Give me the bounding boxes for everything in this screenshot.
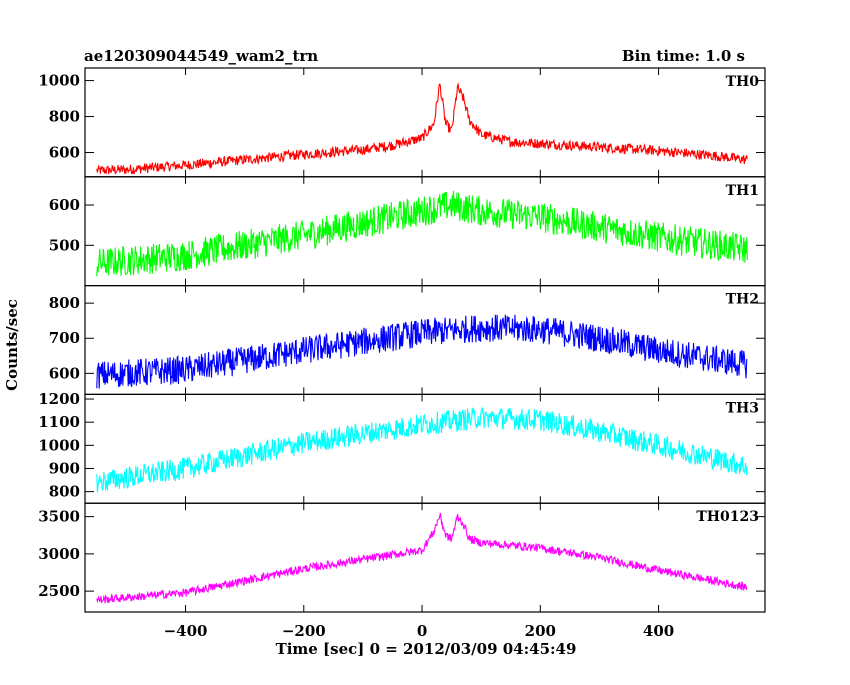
y-tick-label: 3000	[38, 545, 80, 563]
y-tick-label: 500	[49, 236, 80, 254]
y-tick-label: 3500	[38, 508, 80, 526]
y-tick-label: 1200	[38, 390, 80, 408]
y-tick-label: 1000	[38, 436, 80, 454]
panel-label-th2: TH2	[726, 292, 759, 308]
y-tick-label: 800	[49, 483, 80, 501]
x-tick-label: 200	[525, 622, 556, 640]
y-tick-label: 600	[49, 144, 80, 162]
panel-frame-th0	[84, 67, 766, 178]
y-tick-label: 1100	[38, 413, 80, 431]
y-tick-label: 600	[49, 196, 80, 214]
panel-frame-th0123	[84, 502, 766, 613]
panel-frame-th2	[84, 285, 766, 396]
y-tick-label: 800	[49, 294, 80, 312]
series-th0123-line	[96, 512, 748, 604]
series-th2-line	[96, 314, 748, 389]
x-tick-label: −400	[164, 622, 208, 640]
panels-group: TH0 600 800 1000 TH1 500 600 TH2 600 700 800 TH3 800…	[38, 67, 766, 640]
y-tick-label: 2500	[38, 582, 80, 600]
series-th3-line	[96, 407, 748, 493]
panel-label-th1: TH1	[726, 183, 759, 199]
x-axis-label: Time [sec] 0 = 2012/03/09 04:45:49	[276, 640, 577, 658]
y-axis-label: Counts/sec	[3, 299, 21, 391]
y-tick-label: 700	[49, 329, 80, 347]
x-tick-label: 400	[643, 622, 674, 640]
x-tick-label: 0	[417, 622, 427, 640]
x-tick-label: −200	[282, 622, 326, 640]
series-th1-line	[96, 190, 748, 277]
series-th0-line	[96, 82, 748, 175]
bin-time-label: Bin time: 1.0 s	[622, 47, 745, 65]
panel-label-th3: TH3	[726, 400, 759, 416]
y-tick-label: 900	[49, 459, 80, 477]
panel-label-th0123: TH0123	[696, 509, 759, 525]
y-tick-label: 800	[49, 108, 80, 126]
y-tick-label: 600	[49, 364, 80, 382]
y-tick-label: 1000	[38, 72, 80, 90]
file-title: ae120309044549_wam2_trn	[84, 47, 318, 65]
panel-label-th0: TH0	[726, 74, 760, 90]
